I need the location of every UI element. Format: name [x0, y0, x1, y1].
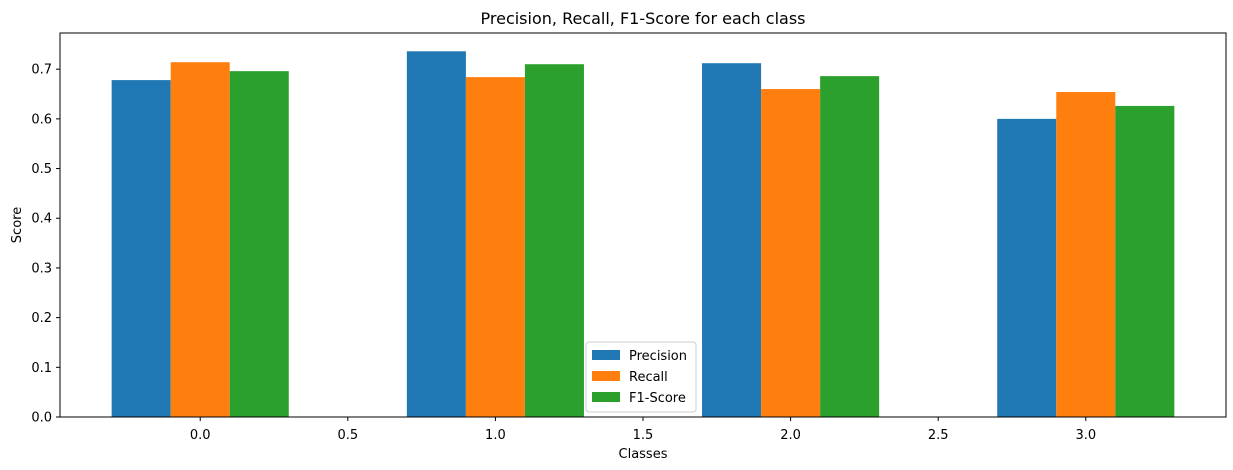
x-tick-label: 0.0 — [190, 428, 211, 443]
bar-precision-2 — [702, 63, 762, 417]
legend-swatch — [592, 350, 620, 360]
x-axis: 0.0 0.5 1.0 1.5 2.0 2.5 3.0 — [190, 417, 1096, 443]
x-tick-label: 0.5 — [337, 428, 358, 443]
chart-title: Precision, Recall, F1-Score for each cla… — [481, 9, 806, 28]
x-tick-label: 2.5 — [928, 428, 949, 443]
bar-recall-1 — [465, 77, 525, 418]
y-tick-label: 0.0 — [31, 411, 52, 426]
y-tick-label: 0.2 — [31, 311, 52, 326]
y-tick-label: 0.1 — [31, 361, 52, 376]
legend-label: Recall — [629, 370, 668, 385]
x-tick-label: 1.0 — [485, 428, 506, 443]
y-tick-label: 0.3 — [31, 261, 52, 276]
y-axis-label: Score — [10, 207, 25, 243]
legend-swatch — [592, 392, 620, 402]
y-tick-label: 0.7 — [31, 63, 52, 78]
bar-precision-1 — [406, 51, 466, 418]
bar-f1-score-1 — [524, 64, 584, 418]
bar-f1-score-3 — [1115, 105, 1175, 418]
bar-recall-2 — [761, 89, 821, 418]
x-axis-label: Classes — [619, 447, 668, 462]
bar-precision-0 — [111, 80, 171, 417]
bar-f1-score-2 — [820, 76, 880, 417]
y-tick-label: 0.6 — [31, 112, 52, 127]
legend: Precision Recall F1-Score — [585, 341, 697, 413]
legend-label: Precision — [629, 349, 687, 364]
x-tick-label: 1.5 — [633, 428, 654, 443]
y-axis: 0.0 0.1 0.2 0.3 0.4 0.5 0.6 0.7 — [31, 63, 60, 426]
bar-precision-3 — [997, 118, 1057, 418]
x-tick-label: 3.0 — [1075, 428, 1096, 443]
y-tick-label: 0.5 — [31, 162, 52, 177]
x-tick-label: 2.0 — [780, 428, 801, 443]
bar-f1-score-0 — [229, 71, 289, 417]
bars-group — [111, 51, 1175, 418]
bar-recall-0 — [170, 62, 230, 417]
legend-label: F1-Score — [629, 391, 686, 406]
legend-swatch — [592, 371, 620, 381]
y-tick-label: 0.4 — [31, 212, 52, 227]
bar-recall-3 — [1056, 92, 1116, 417]
